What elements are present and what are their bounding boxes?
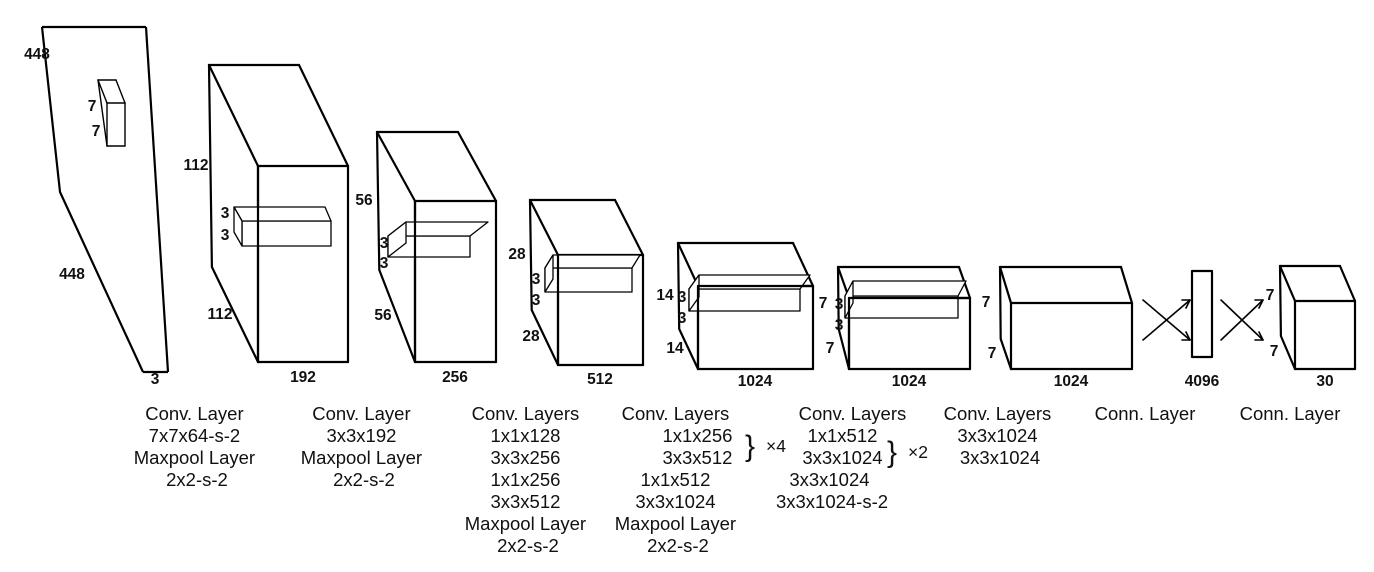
svg-text:512: 512: [587, 371, 613, 388]
svg-text:56: 56: [374, 307, 392, 324]
svg-text:3: 3: [835, 296, 844, 313]
svg-text:14: 14: [656, 287, 674, 304]
svg-text:14: 14: [666, 340, 684, 357]
svg-text:7: 7: [988, 345, 997, 362]
svg-text:1024: 1024: [738, 373, 773, 390]
svg-text:3: 3: [678, 289, 687, 306]
svg-text:7: 7: [1270, 343, 1279, 360]
svg-text:3: 3: [151, 371, 160, 388]
svg-text:7: 7: [1266, 287, 1275, 304]
svg-text:}: }: [887, 436, 897, 469]
svg-text:3: 3: [678, 310, 687, 327]
svg-text:3: 3: [835, 317, 844, 334]
svg-text:7: 7: [88, 98, 97, 115]
svg-text:56: 56: [355, 192, 373, 209]
svg-text:×2: ×2: [908, 442, 928, 462]
svg-text:3: 3: [221, 227, 230, 244]
svg-text:7: 7: [92, 123, 101, 140]
svg-text:30: 30: [1316, 373, 1333, 390]
svg-text:7: 7: [819, 295, 828, 312]
svg-text:Conn. Layer: Conn. Layer: [1095, 403, 1196, 424]
svg-text:}: }: [745, 430, 755, 463]
svg-text:3: 3: [221, 205, 230, 222]
svg-text:Conn. Layer: Conn. Layer: [1240, 403, 1341, 424]
svg-text:256: 256: [442, 369, 468, 386]
svg-text:28: 28: [508, 246, 526, 263]
svg-text:4096: 4096: [1185, 373, 1220, 390]
svg-text:1024: 1024: [892, 373, 927, 390]
svg-text:3: 3: [532, 271, 541, 288]
svg-text:3: 3: [380, 255, 389, 272]
svg-text:448: 448: [59, 266, 85, 283]
svg-text:Conv. Layers 3x3x1024: Conv. Layers 3x3x1024 3x3x1024: [944, 403, 1057, 468]
svg-text:112: 112: [207, 306, 232, 323]
svg-text:×4: ×4: [766, 436, 786, 456]
svg-text:7: 7: [826, 340, 835, 357]
svg-text:3: 3: [532, 292, 541, 309]
svg-text:28: 28: [522, 328, 540, 345]
svg-text:448: 448: [24, 46, 50, 63]
svg-text:112: 112: [183, 157, 208, 174]
svg-text:3: 3: [380, 235, 389, 252]
svg-text:1024: 1024: [1054, 373, 1089, 390]
svg-text:7: 7: [982, 294, 991, 311]
svg-text:192: 192: [290, 369, 316, 386]
